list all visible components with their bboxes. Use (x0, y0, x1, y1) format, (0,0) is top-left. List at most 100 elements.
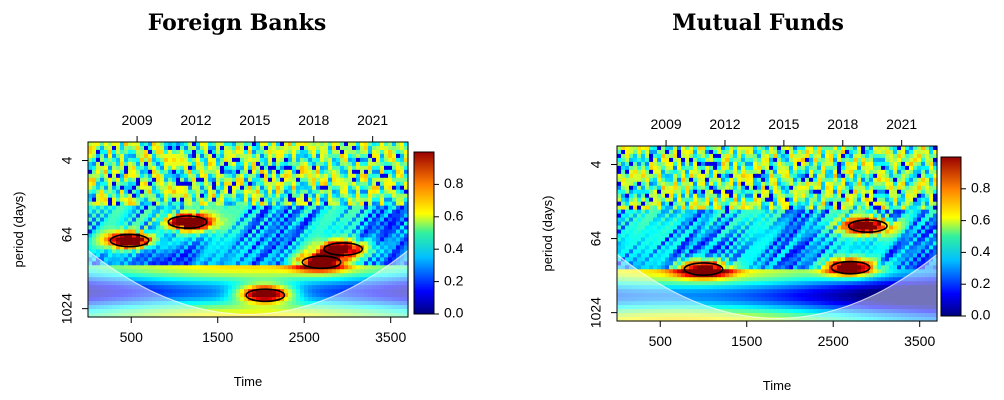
heatmap-cell (156, 273, 161, 278)
heatmap-cell (132, 161, 137, 167)
heatmap-cell (264, 145, 269, 151)
heatmap-cell (240, 153, 245, 159)
heatmap-cell (124, 217, 129, 223)
heatmap-cell (653, 209, 658, 215)
heatmap-cell (240, 257, 245, 262)
heatmap-cell (184, 261, 189, 266)
heatmap-cell (753, 161, 758, 167)
heatmap-cell (913, 165, 918, 171)
heatmap-cell (288, 197, 293, 203)
heatmap-cell (753, 157, 758, 163)
heatmap-cell (292, 293, 297, 298)
heatmap-cell (256, 305, 261, 310)
heatmap-cell (717, 169, 722, 175)
heatmap-cell (721, 185, 726, 191)
heatmap-cell (853, 173, 858, 179)
heatmap-cell (633, 189, 638, 195)
heatmap-cell (204, 149, 209, 155)
heatmap-cell (356, 309, 361, 314)
heatmap-cell (629, 181, 634, 187)
heatmap-cell (268, 213, 273, 219)
heatmap-cell (777, 181, 782, 187)
heatmap-cell (220, 297, 225, 302)
heatmap-cell (837, 193, 842, 199)
heatmap-cell (332, 142, 337, 147)
heatmap-cell (689, 165, 694, 171)
heatmap-cell (380, 233, 385, 239)
heatmap-cell (196, 185, 201, 191)
heatmap-cell (328, 197, 333, 203)
heatmap-cell (244, 157, 249, 163)
heatmap-cell (268, 165, 273, 171)
heatmap-cell (232, 225, 237, 231)
heatmap-cell (809, 205, 814, 211)
heatmap-cell (645, 189, 650, 195)
heatmap-cell (236, 221, 241, 227)
heatmap-cell (268, 309, 273, 314)
heatmap-cell (180, 221, 185, 227)
heatmap-cell (789, 177, 794, 183)
heatmap-cell (336, 273, 341, 278)
heatmap-cell (284, 145, 289, 151)
heatmap-cell (188, 297, 193, 302)
heatmap-cell (260, 233, 265, 239)
heatmap-cell (749, 153, 754, 159)
heatmap-cell (124, 249, 129, 254)
heatmap-cell (709, 149, 714, 155)
heatmap-cell (693, 181, 698, 187)
heatmap-cell (356, 257, 361, 262)
heatmap-cell (104, 177, 109, 183)
heatmap-cell (392, 201, 397, 207)
heatmap-cell (340, 213, 345, 219)
heatmap-cell (845, 157, 850, 163)
heatmap-cell (148, 205, 153, 211)
heatmap-cell (785, 185, 790, 191)
heatmap-cell (320, 289, 325, 294)
heatmap-cell (248, 145, 253, 151)
heatmap-cell (152, 313, 157, 318)
heatmap-cell (356, 225, 361, 231)
heatmap-cell (240, 309, 245, 314)
heatmap-cell (236, 253, 241, 258)
heatmap-cell (148, 257, 153, 262)
heatmap-cell (673, 165, 678, 171)
heatmap-cell (304, 253, 309, 258)
heatmap-cell (308, 142, 313, 147)
heatmap-cell (284, 273, 289, 278)
heatmap-cell (212, 142, 217, 147)
heatmap-cell (136, 269, 141, 274)
heatmap-cell (136, 237, 141, 243)
heatmap-cell (164, 173, 169, 179)
heatmap-cell (308, 205, 313, 211)
heatmap-cell (348, 149, 353, 155)
heatmap-cell (673, 209, 678, 215)
heatmap-cell (625, 201, 630, 207)
heatmap-cell (256, 237, 261, 243)
heatmap-cell (264, 157, 269, 163)
heatmap-cell (841, 177, 846, 183)
heatmap-cell (368, 309, 373, 314)
heatmap-cell (869, 193, 874, 199)
heatmap-cell (284, 157, 289, 163)
heatmap-cell (260, 249, 265, 254)
heatmap-cell (817, 165, 822, 171)
heatmap-cell (637, 157, 642, 163)
heatmap-cell (108, 169, 113, 175)
heatmap-cell (292, 281, 297, 286)
heatmap-cell (717, 146, 722, 151)
heatmap-cell (721, 213, 726, 219)
heatmap-cell (204, 273, 209, 278)
heatmap-cell (276, 181, 281, 187)
heatmap-cell (136, 253, 141, 258)
heatmap-cell (773, 149, 778, 155)
heatmap-cell (641, 205, 646, 211)
heatmap-cell (336, 145, 341, 151)
heatmap-cell (136, 169, 141, 175)
heatmap-cell (228, 229, 233, 235)
heatmap-cell (380, 221, 385, 227)
heatmap-cell (320, 189, 325, 195)
heatmap-cell (324, 145, 329, 151)
heatmap-cell (629, 197, 634, 203)
heatmap-cell (837, 189, 842, 195)
heatmap-cell (244, 313, 249, 318)
